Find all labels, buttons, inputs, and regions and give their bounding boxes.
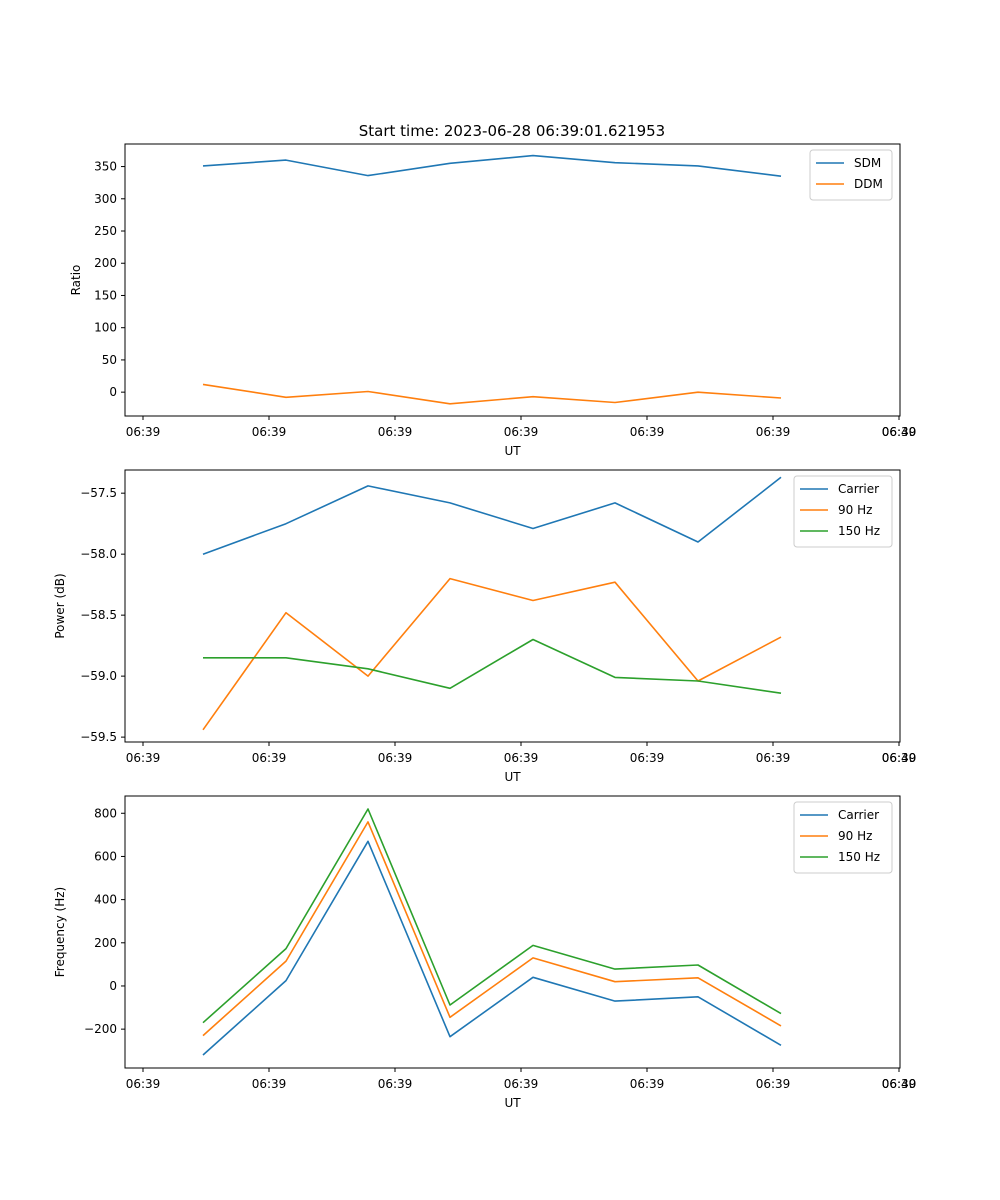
- x-tick-label: 06:39: [126, 1077, 161, 1091]
- x-tick-label: 06:39: [252, 425, 287, 439]
- y-axis-label: Power (dB): [53, 573, 67, 638]
- legend: Carrier 90 Hz 150 Hz: [793, 475, 893, 548]
- x-tick-label: 06:39: [504, 751, 539, 765]
- x-tick-label: 06:39: [630, 1077, 665, 1091]
- figure-title: Start time: 2023-06-28 06:39:01.621953: [359, 122, 665, 140]
- x-tick-label: 06:39: [630, 425, 665, 439]
- y-tick-label: 0: [109, 979, 117, 993]
- series-line-ddm: [202, 383, 782, 405]
- x-tick-label: 06:40: [882, 425, 917, 439]
- y-tick-label: 600: [94, 849, 117, 863]
- legend-entry: 90 Hz: [838, 829, 872, 843]
- legend-entry: Carrier: [838, 808, 879, 822]
- x-tick-label: 06:39: [252, 1077, 287, 1091]
- y-tick-label: 0: [109, 385, 117, 399]
- series-line-150-hz: [203, 638, 782, 694]
- x-tick-label: 06:39: [756, 1077, 791, 1091]
- legend-box: [793, 801, 893, 874]
- x-tick-label: 06:39: [504, 425, 539, 439]
- x-tick-label: 06:39: [378, 751, 413, 765]
- x-tick-label: 06:39: [882, 425, 917, 439]
- x-tick-label: 06:39: [630, 751, 665, 765]
- x-axis-label: UT: [504, 444, 521, 458]
- x-tick-label: 06:40: [882, 751, 917, 765]
- legend-entry: 150 Hz: [838, 524, 880, 538]
- x-tick-label: 06:39: [378, 425, 413, 439]
- y-tick-label: 50: [102, 353, 117, 367]
- y-tick-label: −57.5: [80, 486, 117, 500]
- y-axis-label: Ratio: [69, 265, 83, 296]
- legend-entry: 90 Hz: [838, 503, 872, 517]
- y-tick-label: −58.0: [80, 547, 117, 561]
- y-tick-label: 250: [94, 224, 117, 238]
- x-axis-label: UT: [504, 1096, 521, 1110]
- x-tick-label: 06:39: [252, 751, 287, 765]
- y-tick-label: 200: [94, 256, 117, 270]
- legend: SDM DDM: [809, 149, 893, 201]
- series-line-90-hz: [202, 821, 782, 1037]
- y-axis-label: Frequency (Hz): [53, 887, 67, 978]
- x-tick-label: 06:39: [378, 1077, 413, 1091]
- legend-entry: SDM: [854, 156, 881, 170]
- legend-entry: DDM: [854, 177, 883, 191]
- series-line-90-hz: [202, 577, 782, 731]
- legend-box: [793, 475, 893, 548]
- y-tick-label: 150: [94, 288, 117, 302]
- series-line-150-hz: [202, 808, 782, 1024]
- y-tick-label: 100: [94, 321, 117, 335]
- x-tick-label: 06:40: [882, 1077, 917, 1091]
- y-tick-label: 400: [94, 893, 117, 907]
- axes-frame: [124, 143, 901, 417]
- subplots: 06:39 06:39 06:39 06:39 06:39 06:39 06:3906:40…: [53, 143, 917, 1110]
- x-axis-label: UT: [504, 770, 521, 784]
- y-tick-label: −58.5: [80, 608, 117, 622]
- legend-entry: Carrier: [838, 482, 879, 496]
- subplot-2: 06:39 06:39 06:39 06:39 06:39 06:39 06:3906:40…: [53, 469, 917, 784]
- subplot-1: 06:39 06:39 06:39 06:39 06:39 06:39 06:3906:40…: [69, 143, 917, 458]
- series-line-sdm: [202, 154, 782, 177]
- x-tick-label: 06:39: [504, 1077, 539, 1091]
- axes-frame: [124, 795, 901, 1069]
- x-tick-label: 06:39: [882, 1077, 917, 1091]
- x-tick-label: 06:39: [126, 425, 161, 439]
- y-tick-label: −59.0: [80, 669, 117, 683]
- x-tick-label: 06:39: [882, 751, 917, 765]
- axes-frame: [124, 469, 901, 743]
- series-line-carrier: [202, 476, 782, 555]
- y-tick-label: −59.5: [80, 730, 117, 744]
- x-tick-label: 06:39: [756, 751, 791, 765]
- x-tick-label: 06:39: [756, 425, 791, 439]
- series-line-carrier: [202, 840, 782, 1056]
- x-tick-label: 06:39: [126, 751, 161, 765]
- y-tick-label: 800: [94, 806, 117, 820]
- y-tick-label: 300: [94, 192, 117, 206]
- subplot-3: 06:39 06:39 06:39 06:39 06:39 06:39 06:3906:40…: [53, 795, 917, 1110]
- legend: Carrier 90 Hz 150 Hz: [793, 801, 893, 874]
- y-tick-label: 350: [94, 160, 117, 174]
- y-tick-label: −200: [84, 1022, 117, 1036]
- y-tick-label: 200: [94, 936, 117, 950]
- legend-entry: 150 Hz: [838, 850, 880, 864]
